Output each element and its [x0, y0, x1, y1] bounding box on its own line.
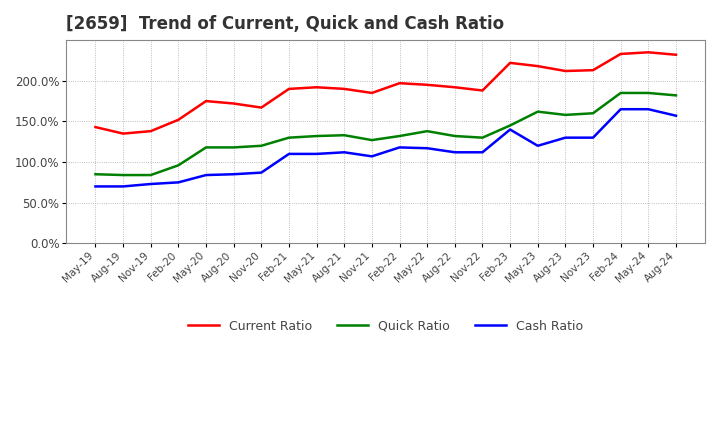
Line: Current Ratio: Current Ratio [96, 52, 676, 134]
Quick Ratio [395, 133, 404, 139]
Line: Quick Ratio: Quick Ratio [96, 93, 676, 175]
Quick Ratio [230, 145, 238, 150]
Quick Ratio [284, 135, 293, 140]
Cash Ratio [368, 154, 377, 159]
Current Ratio [284, 86, 293, 92]
Text: [2659]  Trend of Current, Quick and Cash Ratio: [2659] Trend of Current, Quick and Cash … [66, 15, 505, 33]
Quick Ratio [561, 112, 570, 117]
Cash Ratio [423, 146, 431, 151]
Quick Ratio [451, 133, 459, 139]
Current Ratio [91, 125, 100, 130]
Current Ratio [230, 101, 238, 106]
Current Ratio [146, 128, 155, 134]
Current Ratio [312, 84, 321, 90]
Quick Ratio [312, 133, 321, 139]
Line: Cash Ratio: Cash Ratio [96, 109, 676, 187]
Current Ratio [672, 52, 680, 57]
Quick Ratio [119, 172, 127, 178]
Quick Ratio [505, 123, 514, 128]
Current Ratio [368, 90, 377, 95]
Quick Ratio [202, 145, 210, 150]
Current Ratio [505, 60, 514, 66]
Quick Ratio [478, 135, 487, 140]
Quick Ratio [616, 90, 625, 95]
Cash Ratio [589, 135, 598, 140]
Cash Ratio [644, 106, 652, 112]
Cash Ratio [146, 181, 155, 187]
Quick Ratio [672, 93, 680, 98]
Current Ratio [423, 82, 431, 88]
Quick Ratio [644, 90, 652, 95]
Quick Ratio [257, 143, 266, 148]
Current Ratio [202, 99, 210, 104]
Cash Ratio [395, 145, 404, 150]
Quick Ratio [340, 132, 348, 138]
Quick Ratio [174, 163, 183, 168]
Quick Ratio [423, 128, 431, 134]
Cash Ratio [119, 184, 127, 189]
Quick Ratio [589, 110, 598, 116]
Cash Ratio [478, 150, 487, 155]
Current Ratio [395, 81, 404, 86]
Current Ratio [174, 117, 183, 122]
Quick Ratio [91, 172, 100, 177]
Cash Ratio [257, 170, 266, 175]
Cash Ratio [91, 184, 100, 189]
Cash Ratio [340, 150, 348, 155]
Legend: Current Ratio, Quick Ratio, Cash Ratio: Current Ratio, Quick Ratio, Cash Ratio [183, 315, 588, 337]
Cash Ratio [174, 180, 183, 185]
Cash Ratio [534, 143, 542, 148]
Current Ratio [616, 51, 625, 57]
Cash Ratio [616, 106, 625, 112]
Current Ratio [589, 68, 598, 73]
Cash Ratio [202, 172, 210, 178]
Cash Ratio [284, 151, 293, 157]
Quick Ratio [534, 109, 542, 114]
Cash Ratio [312, 151, 321, 157]
Cash Ratio [451, 150, 459, 155]
Quick Ratio [146, 172, 155, 178]
Cash Ratio [561, 135, 570, 140]
Current Ratio [451, 84, 459, 90]
Current Ratio [534, 63, 542, 69]
Current Ratio [561, 68, 570, 73]
Current Ratio [340, 86, 348, 92]
Cash Ratio [672, 113, 680, 118]
Quick Ratio [368, 137, 377, 143]
Cash Ratio [505, 127, 514, 132]
Current Ratio [257, 105, 266, 110]
Current Ratio [478, 88, 487, 93]
Cash Ratio [230, 172, 238, 177]
Current Ratio [119, 131, 127, 136]
Current Ratio [644, 50, 652, 55]
